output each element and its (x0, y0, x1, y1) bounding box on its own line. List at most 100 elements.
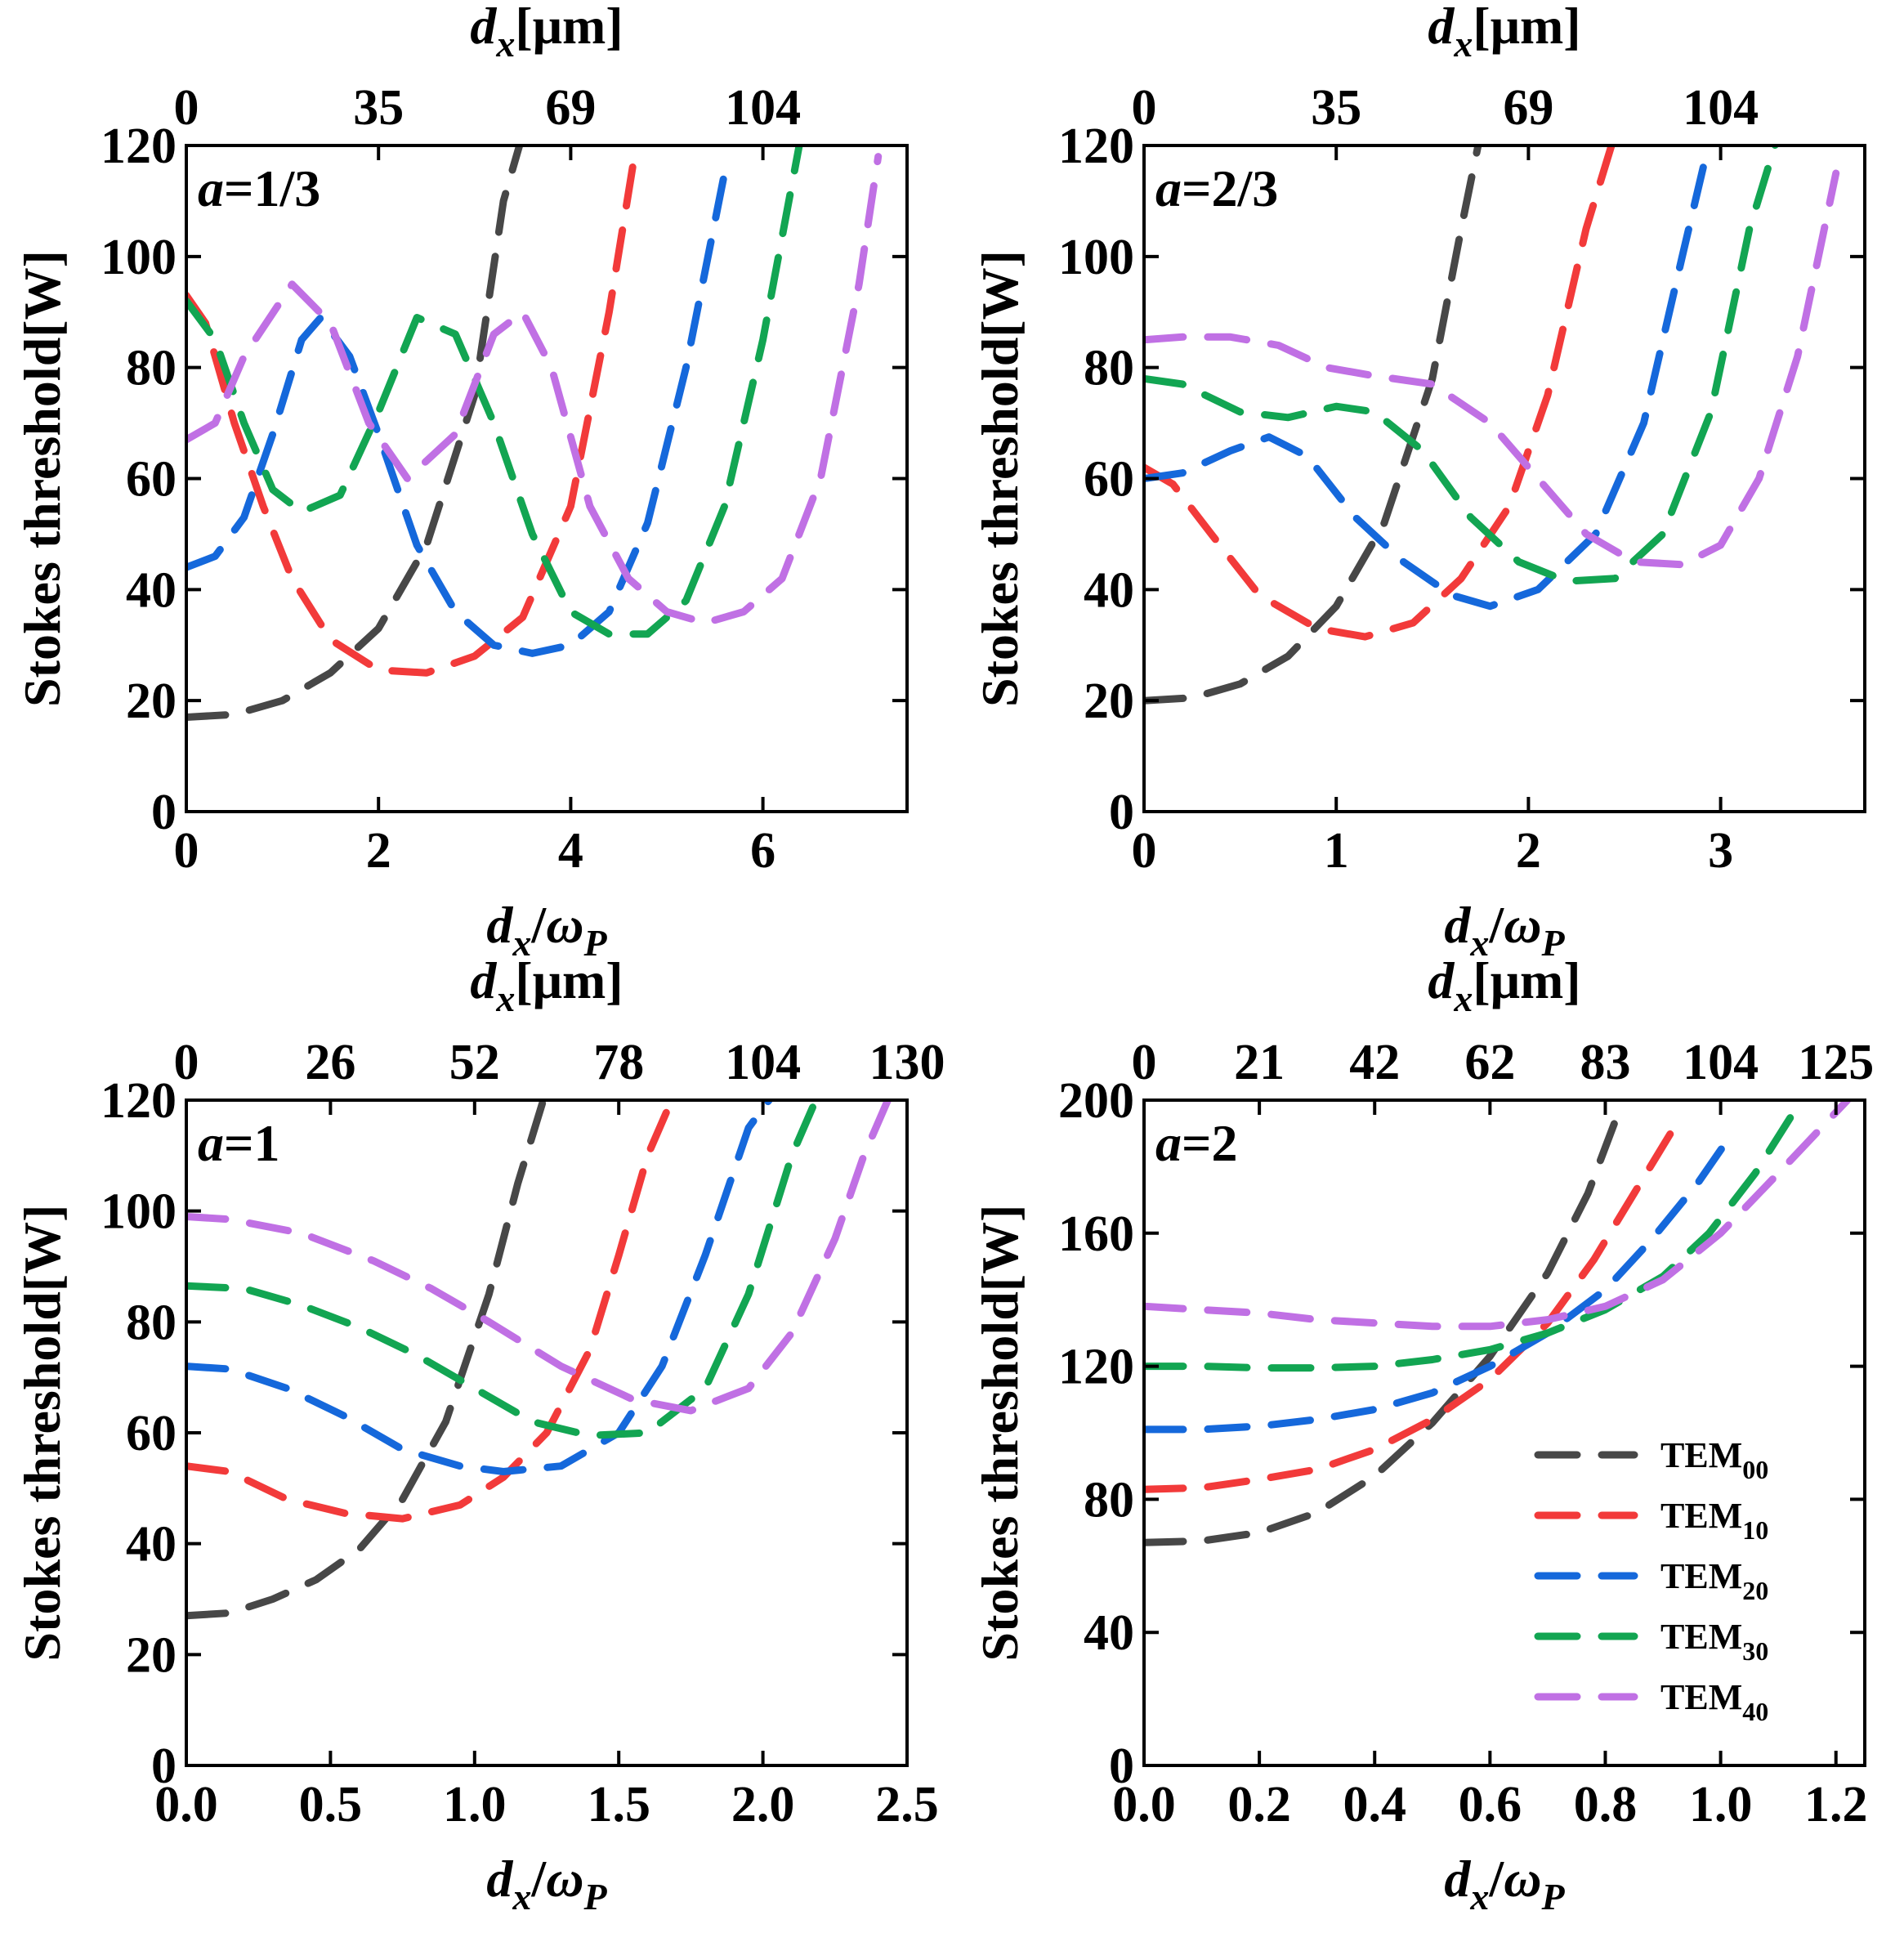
top-x-tick-label: 104 (725, 80, 801, 136)
x-tick-label: 0 (174, 823, 199, 879)
y-tick-label: 100 (101, 230, 177, 285)
x-tick-label: 1.5 (587, 1777, 650, 1832)
x-tick-label: 2.0 (731, 1777, 795, 1832)
legend-label-base: TEM (1660, 1496, 1742, 1536)
panel-label-var: a (1155, 1114, 1182, 1172)
top-axis-title-sub: x (1453, 23, 1473, 65)
series-group (1144, 145, 1840, 705)
series-line-tem20 (186, 169, 729, 657)
x-tick-label: 0.5 (299, 1777, 363, 1832)
top-x-tick-label: 78 (593, 1035, 644, 1090)
x-tick-label: 0.8 (1574, 1777, 1638, 1832)
top-x-tick-label: 69 (545, 80, 596, 136)
x-tick-label: 2 (366, 823, 391, 879)
y-tick-label: 120 (101, 1073, 177, 1129)
top-axis-title-unit: [μm] (515, 0, 623, 55)
top-x-tick-label: 35 (353, 80, 404, 136)
x-axis-title-omega: ω (1504, 1850, 1541, 1908)
y-tick-label: 0 (1109, 1738, 1134, 1794)
top-axis-title-var: d (470, 0, 497, 55)
top-axis-title-unit: [μm] (1473, 951, 1580, 1009)
y-axis-title: Stokes threshold[W] (971, 250, 1029, 707)
x-axis-title-omega-sub: P (1540, 922, 1565, 964)
legend-label: TEM00 (1660, 1435, 1768, 1484)
legend-label-sub: 00 (1742, 1455, 1768, 1484)
x-tick-label: 0.6 (1459, 1777, 1522, 1832)
x-tick-label: 0 (1132, 823, 1157, 879)
y-tick-label: 120 (1058, 1340, 1134, 1395)
y-tick-label: 60 (126, 452, 177, 508)
series-line-tem40 (186, 1100, 892, 1415)
top-x-tick-label: 35 (1311, 80, 1361, 136)
top-x-tick-label: 0 (1132, 80, 1157, 136)
x-tick-label: 0.0 (154, 1777, 218, 1832)
series-line-tem40 (186, 153, 883, 627)
x-axis-title-var: d (486, 896, 513, 954)
series-group (186, 1100, 892, 1620)
series-line-tem00 (186, 1100, 548, 1620)
top-axis-title-sub: x (495, 978, 515, 1019)
x-axis-title-omega-sub: P (583, 922, 607, 964)
panel-label-value: =1/3 (224, 159, 320, 217)
x-axis-title-omega: ω (1504, 896, 1541, 954)
y-tick-label: 0 (151, 1738, 177, 1794)
x-tick-label: 1.0 (443, 1777, 507, 1832)
panel-label-value: =1 (224, 1114, 279, 1172)
x-axis-title-slash: / (1488, 896, 1504, 954)
x-axis-title-sub: x (512, 1876, 531, 1917)
top-axis-title-unit: [μm] (515, 951, 623, 1009)
x-axis-title-var: d (1444, 1850, 1471, 1908)
y-axis-title: Stokes threshold[W] (971, 1205, 1029, 1662)
y-tick-label: 0 (1109, 785, 1134, 840)
legend-label-sub: 30 (1742, 1636, 1768, 1666)
top-x-tick-label: 104 (725, 1035, 801, 1090)
panel-label-var: a (1155, 159, 1182, 217)
top-x-tick-label: 21 (1234, 1035, 1285, 1090)
y-tick-label: 120 (1058, 119, 1134, 174)
legend-label-base: TEM (1660, 1677, 1742, 1717)
top-x-tick-label: 130 (869, 1035, 945, 1090)
top-x-tick-label: 52 (449, 1035, 500, 1090)
top-axis-title-sub: x (495, 23, 515, 65)
legend-item-tem20: TEM20 (1534, 1556, 1768, 1605)
top-axis-title: dx[μm] (470, 0, 623, 65)
series-line-tem00 (1144, 1112, 1621, 1546)
series-line-tem20 (186, 1100, 774, 1475)
chart-panel-3: 0.0 0.5 1.0 1.5 2.0 2.5 0 26 52 78 104 130 0 20 40 60 80… (13, 951, 945, 1917)
top-axis-title: dx[μm] (470, 951, 623, 1019)
y-tick-label: 80 (1084, 341, 1134, 396)
y-tick-label: 120 (101, 119, 177, 174)
y-axis-title: Stokes threshold[W] (13, 1205, 71, 1662)
series-group (1144, 1100, 1852, 1546)
legend-label-base: TEM (1660, 1617, 1742, 1657)
top-x-tick-label: 83 (1580, 1035, 1630, 1090)
series-group (186, 145, 883, 721)
legend-item-tem30: TEM30 (1534, 1617, 1768, 1666)
x-axis-title: dx/ωP (1444, 1850, 1565, 1917)
panel-label-var: a (198, 159, 224, 217)
top-x-tick-label: 104 (1683, 80, 1759, 136)
series-line-tem00 (1144, 145, 1482, 705)
x-tick-label: 3 (1708, 823, 1733, 879)
top-x-tick-label: 0 (174, 1035, 199, 1090)
panel-label-var: a (198, 1114, 224, 1172)
series-line-tem40 (1144, 1100, 1852, 1331)
y-tick-label: 40 (1084, 1605, 1134, 1661)
top-x-tick-label: 125 (1798, 1035, 1874, 1090)
x-axis-title-slash: / (530, 1850, 547, 1908)
y-tick-label: 40 (126, 562, 177, 618)
x-axis-title-omega: ω (546, 896, 583, 954)
top-axis-title-var: d (1428, 951, 1455, 1009)
x-axis-title-slash: / (1488, 1850, 1504, 1908)
panel-label-value: =2 (1182, 1114, 1237, 1172)
series-line-tem30 (1144, 1100, 1805, 1372)
top-x-tick-label: 26 (305, 1035, 355, 1090)
x-axis-title-omega-sub: P (1540, 1876, 1565, 1917)
top-x-tick-label: 42 (1349, 1035, 1400, 1090)
y-tick-label: 0 (151, 785, 177, 840)
y-tick-label: 20 (126, 1627, 177, 1683)
plot-frame (1142, 1098, 1866, 1767)
legend-label-base: TEM (1660, 1435, 1742, 1475)
chart-panel-2: 0 1 2 3 0 35 69 104 0 20 40 60 80 100 120 Stokes thresh… (971, 0, 1866, 964)
x-axis-title-var: d (1444, 896, 1471, 954)
